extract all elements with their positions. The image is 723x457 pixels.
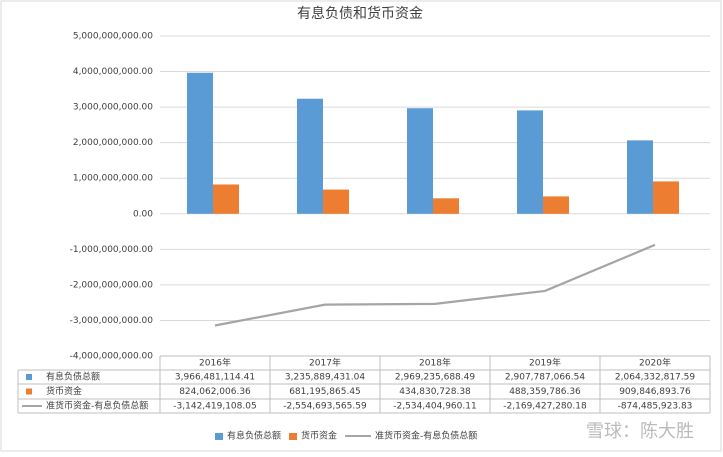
x-tick-label: 2019年 [529,357,561,369]
y-tick-label: 3,000,000,000.00 [73,103,153,113]
table-row-label: 准货币资金-有息负债总额 [46,400,148,412]
bar [627,140,653,214]
watermark: 雪球：陈大胜 [586,421,694,442]
bar [543,196,569,214]
y-tick-label: 0.00 [133,209,153,219]
table-cell: 488,359,786.36 [509,387,581,397]
table-cell: 909,846,893.76 [619,387,691,397]
legend-key [289,433,298,440]
table-cell: 434,830,728.38 [399,387,471,397]
y-tick-label: -2,000,000,000.00 [70,280,154,290]
x-tick-label: 2017年 [309,357,341,369]
y-tick-label: -1,000,000,000.00 [70,245,154,255]
legend-key [215,433,223,440]
table-cell: 681,195,865.45 [289,387,361,397]
bar [653,181,679,214]
table-cell: -2,534,404,960.11 [393,402,476,412]
table-cell: 3,966,481,114.41 [175,373,255,383]
y-tick-label: 5,000,000,000.00 [73,32,153,42]
bar [213,184,239,214]
table-cell: -2,169,427,280.18 [503,402,587,412]
table-row-label: 货币资金 [46,385,82,397]
y-tick-label: -3,000,000,000.00 [70,316,154,326]
bar [323,189,349,214]
chart-title: 有息负债和货币资金 [297,5,423,22]
x-tick-label: 2016年 [199,357,231,369]
y-tick-label: 2,000,000,000.00 [73,138,153,148]
table-key [26,374,32,380]
y-tick-label: 1,000,000,000.00 [73,174,153,184]
line-series [214,243,656,327]
table-cell: 2,907,787,066.54 [505,373,585,383]
table-row-label: 有息负债总额 [46,371,100,383]
table-key [26,388,32,395]
table-cell: 824,062,006.36 [179,387,251,397]
legend-label: 货币资金 [301,430,337,442]
table-cell: 3,235,889,431.04 [285,373,365,383]
table-cell: -2,554,693,565.59 [283,402,367,412]
table-cell: 2,064,332,817.59 [615,373,695,383]
bar [187,72,213,214]
table-cell: -874,485,923.83 [618,402,693,412]
bar [407,108,433,214]
legend-label: 有息负债总额 [227,430,281,442]
x-tick-label: 2018年 [419,357,451,369]
y-tick-label: -4,000,000,000.00 [70,352,154,362]
legend-label: 准货币资金-有息负债总额 [375,430,477,442]
bar [297,98,323,214]
x-tick-label: 2020年 [639,357,671,369]
table-cell: 2,969,235,688.49 [395,373,475,383]
table-cell: -3,142,419,108.05 [173,402,256,412]
y-tick-label: 4,000,000,000.00 [73,67,153,77]
bar [517,110,543,214]
bar [433,198,459,214]
